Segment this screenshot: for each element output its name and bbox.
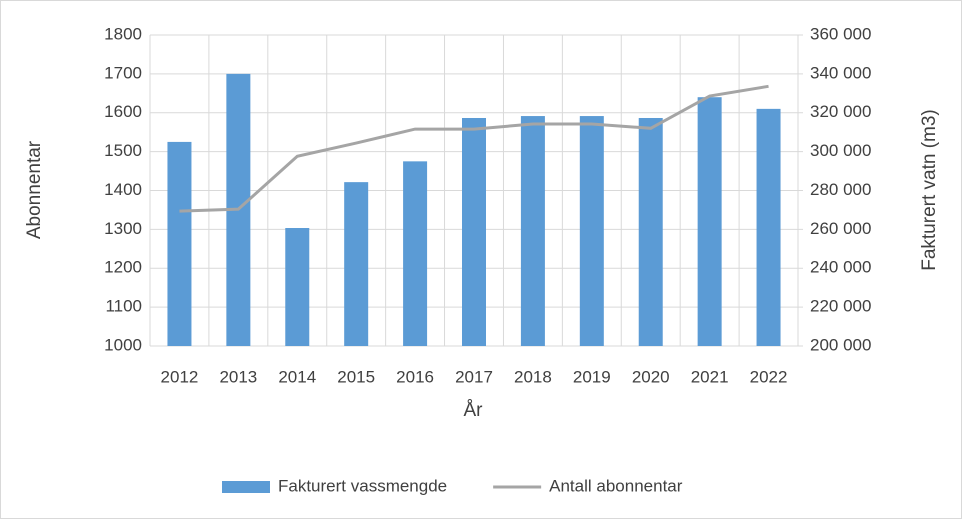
y-tick-label: 1400 <box>104 180 142 199</box>
x-tick-label: 2012 <box>161 367 199 386</box>
x-tick-label: 2019 <box>573 367 611 386</box>
x-tick-label: 2016 <box>396 367 434 386</box>
y2-tick-label: 340 000 <box>810 63 871 82</box>
bar <box>462 117 486 346</box>
bar <box>520 116 545 346</box>
y-tick-label: 1800 <box>104 24 142 43</box>
y2-tick-label: 200 000 <box>810 335 871 354</box>
legend-label: Fakturert vassmengde <box>278 476 447 495</box>
legend-swatch <box>222 481 270 493</box>
x-tick-label: 2021 <box>691 367 729 386</box>
x-tick-label: 2020 <box>632 367 670 386</box>
y2-tick-label: 280 000 <box>810 180 871 199</box>
y-tick-label: 1300 <box>104 219 142 238</box>
y2-tick-label: 220 000 <box>810 297 871 316</box>
x-tick-label: 2017 <box>455 367 493 386</box>
y-tick-label: 1700 <box>104 63 142 82</box>
x-tick-label: 2018 <box>514 367 552 386</box>
bar <box>638 117 663 346</box>
line <box>179 84 769 213</box>
y-axis-label: Abonnentar <box>24 140 45 239</box>
y2-tick-label: 320 000 <box>810 102 871 121</box>
y2-tick-label: 240 000 <box>810 258 871 277</box>
x-tick-label: 2022 <box>750 367 788 386</box>
x-tick-label: 2014 <box>278 367 316 386</box>
bar <box>167 141 192 346</box>
bar <box>344 182 369 346</box>
y-tick-label: 1500 <box>104 141 142 160</box>
bar <box>403 161 428 346</box>
y2-tick-label: 360 000 <box>810 24 871 43</box>
x-tick-label: 2013 <box>219 367 257 386</box>
x-tick-label: 2015 <box>337 367 375 386</box>
y-tick-label: 1200 <box>104 258 142 277</box>
bar <box>285 228 310 346</box>
bar <box>579 116 604 346</box>
y2-tick-label: 300 000 <box>810 141 871 160</box>
y-tick-label: 1600 <box>104 102 142 121</box>
x-axis-label: År <box>464 400 484 421</box>
legend-label: Antall abonnentar <box>549 476 683 495</box>
y2-axis-label: Fakturert vatn (m3) <box>919 109 940 271</box>
y-tick-label: 1000 <box>104 335 142 354</box>
y2-tick-label: 260 000 <box>810 219 871 238</box>
bar <box>697 97 722 346</box>
bar <box>756 108 781 346</box>
y-tick-label: 1100 <box>105 297 142 316</box>
